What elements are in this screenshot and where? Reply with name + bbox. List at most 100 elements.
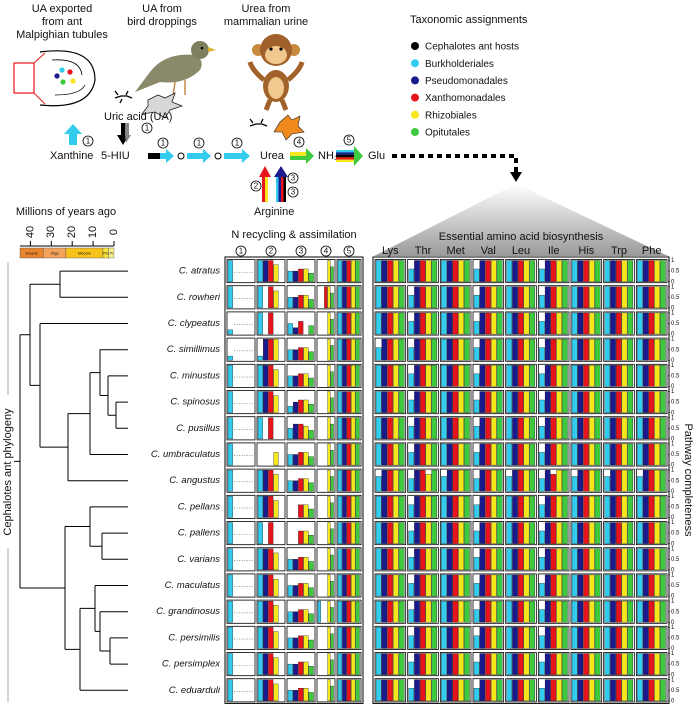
completeness-bar bbox=[660, 496, 666, 518]
completeness-bar bbox=[268, 548, 274, 571]
completeness-bar bbox=[425, 496, 432, 518]
completeness-bar bbox=[298, 295, 304, 309]
completeness-bar bbox=[303, 478, 309, 492]
completeness-bar bbox=[257, 548, 263, 571]
axis-tick-label: 0.5 bbox=[671, 688, 680, 694]
completeness-bar bbox=[346, 338, 351, 361]
completeness-bar bbox=[594, 679, 601, 702]
completeness-bar bbox=[452, 469, 459, 492]
completeness-bar bbox=[268, 312, 274, 335]
axis-tick-label: 0.5 bbox=[671, 531, 680, 537]
completeness-bar bbox=[627, 522, 633, 544]
panel-title: Essential amino acid biosynthesis bbox=[439, 231, 604, 243]
completeness-bar bbox=[529, 417, 535, 440]
completeness-bar bbox=[473, 347, 480, 361]
completeness-bar bbox=[446, 469, 453, 492]
completeness-bar bbox=[654, 260, 660, 282]
completeness-bar bbox=[648, 600, 655, 623]
completeness-bar bbox=[446, 365, 453, 387]
completeness-bar bbox=[381, 443, 388, 466]
completeness-bar bbox=[621, 365, 628, 387]
completeness-bar bbox=[529, 443, 535, 466]
completeness-bar bbox=[621, 417, 628, 440]
completeness-bar bbox=[594, 600, 601, 623]
completeness-bar bbox=[473, 452, 480, 466]
cell-frame bbox=[226, 337, 256, 362]
completeness-bar bbox=[523, 260, 530, 282]
completeness-bar bbox=[298, 373, 304, 387]
completeness-bar bbox=[637, 312, 643, 335]
completeness-bar bbox=[604, 574, 611, 597]
completeness-bar bbox=[642, 260, 649, 282]
completeness-bar bbox=[425, 312, 432, 335]
completeness-bar bbox=[473, 426, 480, 440]
completeness-bar bbox=[346, 260, 351, 282]
completeness-bar bbox=[327, 391, 331, 413]
completeness-bar bbox=[464, 312, 470, 335]
completeness-bar bbox=[660, 574, 666, 597]
completeness-bar bbox=[539, 583, 545, 597]
species-label: C. maculatus bbox=[165, 580, 221, 591]
completeness-bar bbox=[263, 574, 269, 597]
completeness-bar bbox=[458, 417, 464, 440]
completeness-bar bbox=[446, 522, 453, 544]
completeness-bar bbox=[589, 574, 595, 597]
completeness-bar bbox=[351, 312, 356, 335]
completeness-bar bbox=[496, 574, 503, 597]
completeness-bar bbox=[431, 443, 437, 466]
completeness-bar bbox=[479, 286, 486, 309]
completeness-bar bbox=[393, 260, 399, 282]
axis-tick-label: 0 bbox=[671, 384, 675, 390]
axis-tick-label: 1 bbox=[671, 415, 675, 421]
source-text: bird droppings bbox=[127, 16, 197, 28]
completeness-bar bbox=[583, 574, 589, 597]
completeness-bar bbox=[604, 286, 611, 309]
completeness-bar bbox=[654, 286, 660, 309]
completeness-bar bbox=[257, 260, 263, 282]
amino-acid-label: His bbox=[578, 245, 594, 257]
completeness-bar bbox=[621, 469, 628, 492]
completeness-bar bbox=[324, 286, 328, 309]
completeness-bar bbox=[496, 653, 503, 675]
completeness-bar bbox=[293, 611, 299, 623]
completeness-bar bbox=[556, 417, 562, 440]
time-tick-label: 20 bbox=[66, 226, 78, 238]
completeness-bar bbox=[604, 312, 611, 335]
completeness-bar bbox=[539, 347, 545, 361]
completeness-bar bbox=[308, 639, 314, 649]
completeness-bar bbox=[615, 522, 622, 544]
completeness-bar bbox=[562, 653, 568, 675]
completeness-bar bbox=[398, 469, 405, 492]
completeness-bar bbox=[398, 496, 405, 518]
completeness-bar bbox=[496, 600, 503, 623]
completeness-bar bbox=[615, 286, 622, 309]
completeness-bar bbox=[268, 469, 274, 492]
completeness-bar bbox=[562, 260, 568, 282]
step-number: 1 bbox=[235, 139, 240, 148]
completeness-bar bbox=[660, 338, 666, 361]
completeness-bar bbox=[303, 399, 309, 413]
completeness-bar bbox=[342, 365, 347, 387]
cell-frame bbox=[226, 494, 256, 519]
completeness-bar bbox=[268, 260, 274, 282]
completeness-bar bbox=[550, 474, 557, 492]
completeness-bar bbox=[621, 679, 628, 702]
completeness-bar bbox=[425, 548, 432, 571]
completeness-bar bbox=[425, 522, 432, 544]
completeness-bar bbox=[660, 365, 666, 387]
completeness-bar bbox=[446, 338, 453, 361]
cell-frame bbox=[226, 521, 256, 546]
completeness-bar bbox=[381, 417, 388, 440]
completeness-bar bbox=[556, 338, 562, 361]
completeness-bar bbox=[648, 469, 655, 492]
metabolite: Glu bbox=[368, 150, 385, 162]
completeness-bar bbox=[441, 627, 447, 649]
completeness-bar bbox=[414, 469, 420, 492]
completeness-bar bbox=[393, 417, 399, 440]
completeness-bar bbox=[464, 627, 470, 649]
axis-tick-label: 0 bbox=[671, 279, 675, 285]
step-circle bbox=[141, 122, 153, 134]
completeness-bar bbox=[375, 286, 382, 309]
completeness-bar bbox=[583, 391, 589, 413]
completeness-bar bbox=[268, 365, 274, 387]
